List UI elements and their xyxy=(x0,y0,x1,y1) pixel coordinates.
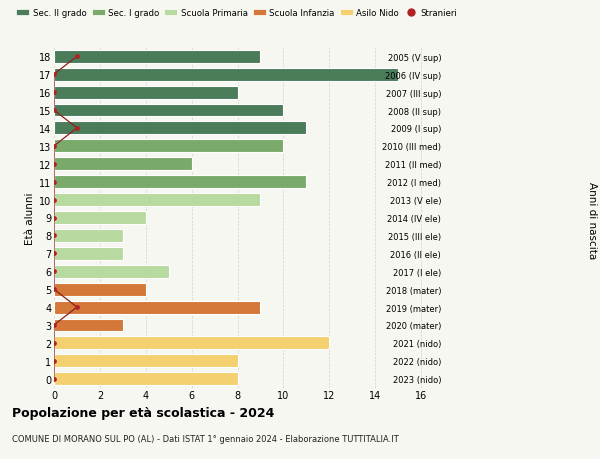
Bar xyxy=(54,50,260,63)
Legend: Sec. II grado, Sec. I grado, Scuola Primaria, Scuola Infanzia, Asilo Nido, Stran: Sec. II grado, Sec. I grado, Scuola Prim… xyxy=(16,9,457,18)
Point xyxy=(49,161,59,168)
Point xyxy=(49,232,59,240)
Bar xyxy=(54,68,398,81)
Point xyxy=(49,214,59,222)
Bar xyxy=(54,212,146,224)
Bar xyxy=(54,373,238,386)
Point xyxy=(49,89,59,96)
Y-axis label: Età alunni: Età alunni xyxy=(25,192,35,244)
Point xyxy=(72,53,82,61)
Bar xyxy=(54,319,123,332)
Point xyxy=(49,375,59,383)
Point xyxy=(72,125,82,132)
Text: Popolazione per età scolastica - 2024: Popolazione per età scolastica - 2024 xyxy=(12,406,274,419)
Bar xyxy=(54,247,123,260)
Point xyxy=(49,268,59,275)
Point xyxy=(49,143,59,150)
Point xyxy=(49,340,59,347)
Point xyxy=(49,71,59,78)
Bar xyxy=(54,122,307,135)
Bar xyxy=(54,337,329,350)
Point xyxy=(49,358,59,365)
Bar xyxy=(54,140,283,153)
Bar xyxy=(54,301,260,314)
Bar xyxy=(54,104,283,117)
Bar xyxy=(54,355,238,368)
Text: Anni di nascita: Anni di nascita xyxy=(587,182,597,259)
Point xyxy=(49,196,59,204)
Bar xyxy=(54,230,123,242)
Point xyxy=(72,304,82,311)
Point xyxy=(49,322,59,329)
Point xyxy=(49,250,59,257)
Point xyxy=(49,286,59,293)
Bar xyxy=(54,158,191,171)
Point xyxy=(49,107,59,114)
Point xyxy=(49,179,59,186)
Bar xyxy=(54,283,146,296)
Text: COMUNE DI MORANO SUL PO (AL) - Dati ISTAT 1° gennaio 2024 - Elaborazione TUTTITA: COMUNE DI MORANO SUL PO (AL) - Dati ISTA… xyxy=(12,434,399,443)
Bar xyxy=(54,265,169,278)
Bar xyxy=(54,194,260,207)
Bar xyxy=(54,176,307,189)
Bar xyxy=(54,86,238,99)
